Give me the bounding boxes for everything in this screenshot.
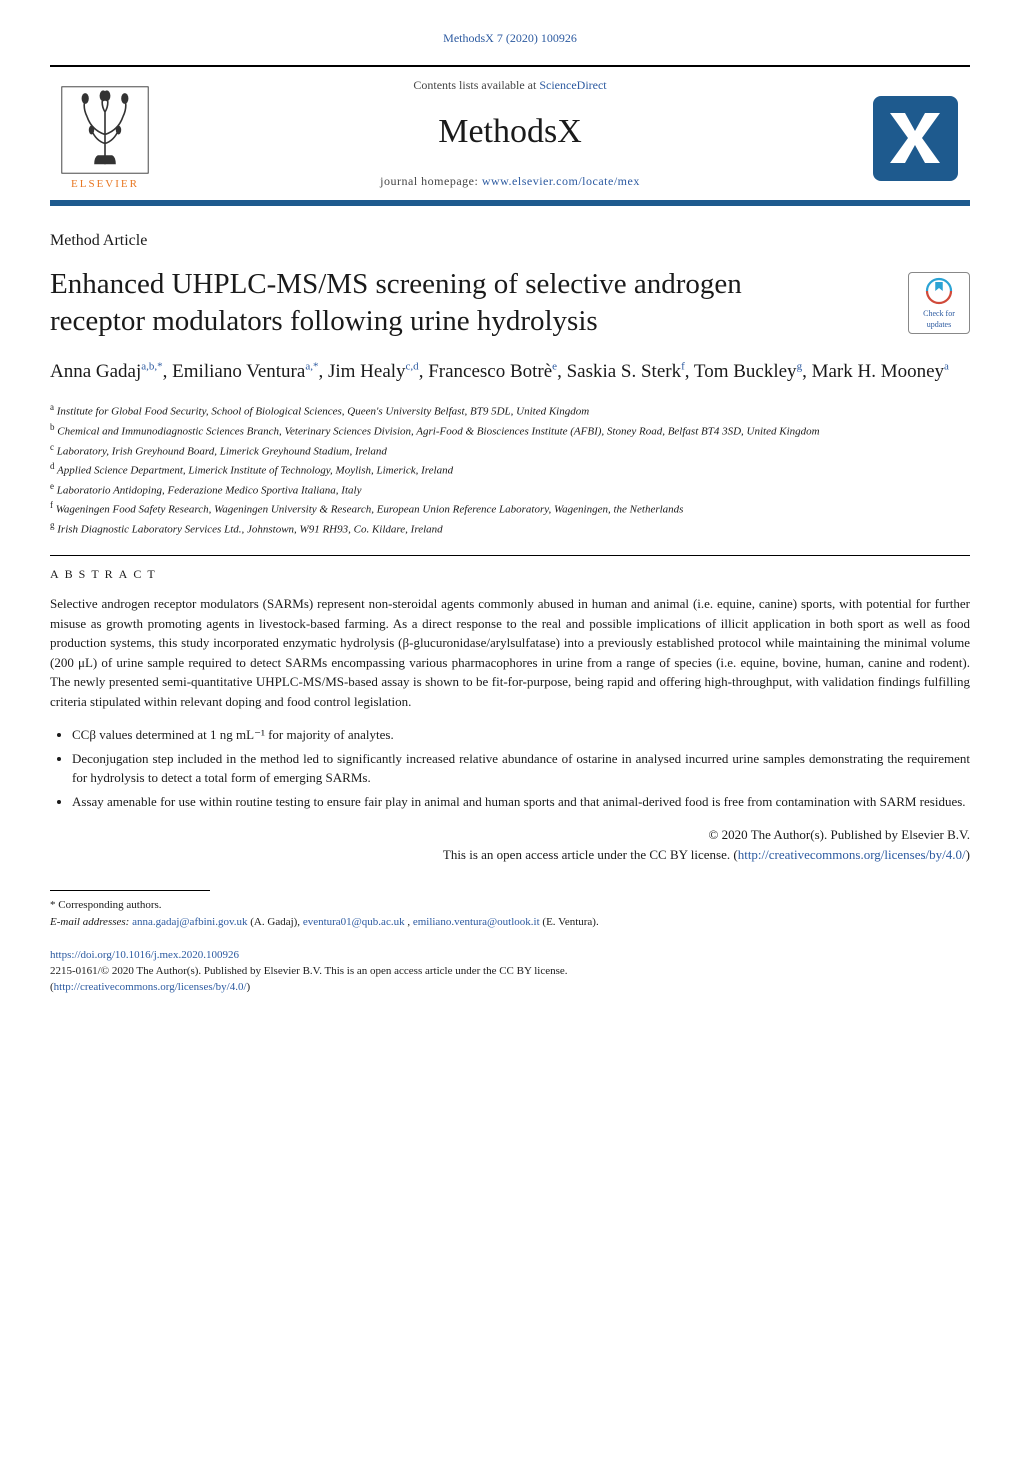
highlight-item: CCβ values determined at 1 ng mL⁻¹ for m… (72, 725, 970, 745)
copyright-line2-prefix: This is an open access article under the… (443, 847, 738, 862)
check-updates-icon (924, 276, 954, 306)
email-who: , (405, 916, 411, 928)
affiliations-list: a Institute for Global Food Security, Sc… (50, 401, 970, 538)
footnote-rule (50, 890, 210, 891)
homepage-prefix: journal homepage: (380, 174, 482, 188)
homepage-link[interactable]: www.elsevier.com/locate/mex (482, 174, 640, 188)
footer-license-line: (http://creativecommons.org/licenses/by/… (50, 980, 970, 996)
affiliation-line: c Laboratory, Irish Greyhound Board, Lim… (50, 441, 970, 461)
abstract-paragraph: Selective androgen receptor modulators (… (50, 594, 970, 711)
email-who: (A. Gadaj), (248, 916, 301, 928)
article-type: Method Article (50, 230, 970, 252)
affiliation-line: a Institute for Global Food Security, Sc… (50, 401, 970, 421)
email-link[interactable]: eventura01@qub.ac.uk (303, 916, 405, 928)
copyright-line2-suffix: ) (966, 847, 970, 862)
highlight-item: Deconjugation step included in the metho… (72, 749, 970, 788)
footer-paren-close: ) (247, 981, 251, 993)
methodsx-logo-icon (873, 96, 958, 181)
email-line: E-mail addresses: anna.gadaj@afbini.gov.… (50, 914, 970, 931)
publisher-name: ELSEVIER (71, 177, 139, 192)
publisher-block: ELSEVIER (50, 85, 160, 192)
highlight-item: Assay amenable for use within routine te… (72, 792, 970, 812)
email-who: (E. Ventura). (540, 916, 599, 928)
email-label: E-mail addresses: (50, 916, 129, 928)
page-footer: https://doi.org/10.1016/j.mex.2020.10092… (50, 948, 970, 996)
methodsx-x-icon (880, 103, 950, 173)
corresponding-authors-label: * Corresponding authors. (50, 897, 970, 914)
copyright-block: © 2020 The Author(s). Published by Elsev… (50, 825, 970, 864)
copyright-line2: This is an open access article under the… (50, 845, 970, 865)
header-right (860, 96, 970, 181)
homepage-line: journal homepage: www.elsevier.com/locat… (160, 173, 860, 190)
contents-available-line: Contents lists available at ScienceDirec… (160, 77, 860, 94)
sciencedirect-link[interactable]: ScienceDirect (539, 78, 606, 92)
article-title: Enhanced UHPLC-MS/MS screening of select… (50, 266, 830, 339)
doi-link[interactable]: https://doi.org/10.1016/j.mex.2020.10092… (50, 949, 239, 961)
copyright-line1: © 2020 The Author(s). Published by Elsev… (50, 825, 970, 845)
elsevier-tree-icon (60, 85, 150, 175)
affiliation-line: f Wageningen Food Safety Research, Wagen… (50, 499, 970, 519)
title-row: Enhanced UHPLC-MS/MS screening of select… (50, 266, 970, 359)
affiliation-line: g Irish Diagnostic Laboratory Services L… (50, 519, 970, 539)
affiliation-line: d Applied Science Department, Limerick I… (50, 460, 970, 480)
check-updates-badge[interactable]: Check for updates (908, 272, 970, 334)
highlights-list: CCβ values determined at 1 ng mL⁻¹ for m… (72, 725, 970, 811)
issn-line: 2215-0161/© 2020 The Author(s). Publishe… (50, 964, 970, 980)
header-center: Contents lists available at ScienceDirec… (160, 77, 860, 200)
badge-line2: updates (927, 319, 951, 330)
divider-rule (50, 555, 970, 556)
journal-name: MethodsX (160, 108, 860, 156)
journal-reference: MethodsX 7 (2020) 100926 (50, 30, 970, 47)
badge-line1: Check for (923, 308, 955, 319)
affiliation-line: b Chemical and Immunodiagnostic Sciences… (50, 421, 970, 441)
authors-list: Anna Gadaja,b,*, Emiliano Venturaa,*, Ji… (50, 359, 970, 386)
email-link[interactable]: anna.gadaj@afbini.gov.uk (132, 916, 247, 928)
footer-license-link[interactable]: http://creativecommons.org/licenses/by/4… (54, 981, 247, 993)
affiliation-line: e Laboratorio Antidoping, Federazione Me… (50, 480, 970, 500)
contents-prefix: Contents lists available at (413, 78, 539, 92)
abstract-heading: ABSTRACT (50, 566, 970, 583)
license-link[interactable]: http://creativecommons.org/licenses/by/4… (738, 847, 966, 862)
journal-header: ELSEVIER Contents lists available at Sci… (50, 65, 970, 206)
footnotes: * Corresponding authors. E-mail addresse… (50, 897, 970, 930)
email-link[interactable]: emiliano.ventura@outlook.it (413, 916, 540, 928)
